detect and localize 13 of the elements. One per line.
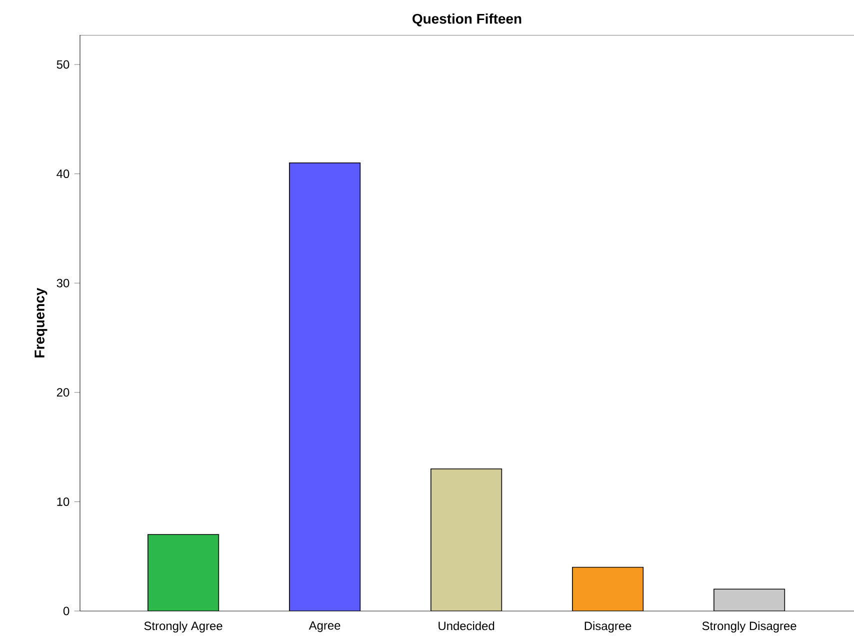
- y-tick-label: 40: [56, 170, 70, 178]
- y-tick-label: 10: [57, 497, 70, 506]
- x-tick-label: Undecided: [438, 621, 494, 630]
- y-axis-title: Frequency: [34, 288, 48, 358]
- x-tick-label: Agree: [308, 621, 340, 632]
- y-tick-label: 20: [56, 388, 70, 397]
- x-tick-label: Disagree: [584, 621, 632, 633]
- y-tick-label: 0: [63, 606, 70, 616]
- x-tick-label: Strongly Agree: [144, 621, 222, 633]
- y-tick-label: 50: [56, 60, 70, 69]
- y-tick-label: 30: [56, 278, 70, 288]
- x-tick-label: Strongly Disagree: [702, 621, 796, 633]
- chart-title: Question Fifteen: [412, 13, 522, 26]
